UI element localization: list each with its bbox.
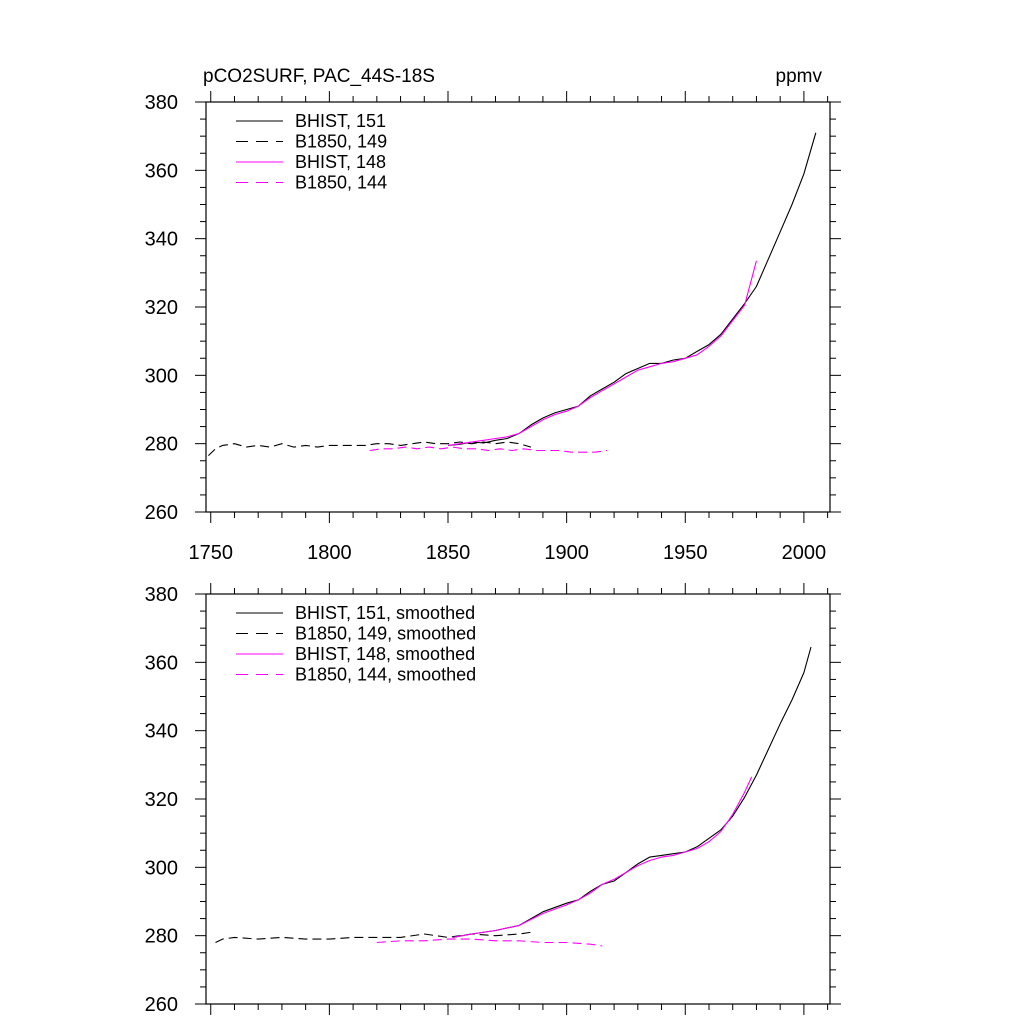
- chart-title: pCO2SURF, PAC_44S-18S: [203, 66, 435, 87]
- y-tick-label: 380: [145, 92, 178, 114]
- y-tick-label: 340: [145, 721, 178, 743]
- x-tick-label: 2000: [782, 542, 827, 564]
- chart-panel-1: 260 280 300 320 340 360 380 1750 1800 1850 1900 195…: [145, 66, 841, 564]
- series-line-4: [369, 446, 608, 453]
- x-tick-label: 1800: [307, 542, 352, 564]
- series-line-3: [447, 260, 757, 446]
- legend-label: B1850, 149, smoothed: [295, 624, 476, 644]
- y-tick-label: 300: [145, 857, 178, 879]
- series-line-2: [215, 931, 532, 943]
- y-tick-label: 260: [145, 994, 178, 1016]
- legend-label: BHIST, 151: [295, 111, 386, 131]
- y-tick-label: 280: [145, 434, 178, 456]
- legend-label: BHIST, 148, smoothed: [295, 644, 475, 664]
- legend-label: B1850, 144: [295, 173, 387, 193]
- series-line-1: [447, 132, 817, 446]
- legend-label: BHIST, 151, smoothed: [295, 603, 475, 623]
- x-tick-label: 1950: [663, 542, 708, 564]
- y-tick-label: 300: [145, 365, 178, 387]
- series-line-1: [452, 646, 812, 938]
- x-tick-label: 1900: [544, 542, 589, 564]
- y-tick-label: 360: [145, 652, 178, 674]
- x-tick-label: 1850: [426, 542, 471, 564]
- series-line-2: [208, 441, 532, 456]
- series-line-3: [452, 776, 753, 938]
- y-tick-label: 360: [145, 160, 178, 182]
- legend-label: BHIST, 148: [295, 152, 386, 172]
- y-tick-label: 280: [145, 926, 178, 948]
- chart-panel-2: 260 280 300 320 340 360 380 BHIST, 151, smoothe…: [145, 583, 841, 1016]
- x-tick-label: 1750: [188, 542, 233, 564]
- y-tick-label: 260: [145, 502, 178, 524]
- legend-label: B1850, 144, smoothed: [295, 665, 476, 685]
- units-label: ppmv: [776, 66, 823, 87]
- series-line-4: [376, 938, 603, 947]
- legend-label: B1850, 149: [295, 132, 387, 152]
- y-tick-label: 380: [145, 584, 178, 606]
- y-tick-label: 340: [145, 229, 178, 251]
- y-tick-label: 320: [145, 789, 178, 811]
- y-tick-label: 320: [145, 297, 178, 319]
